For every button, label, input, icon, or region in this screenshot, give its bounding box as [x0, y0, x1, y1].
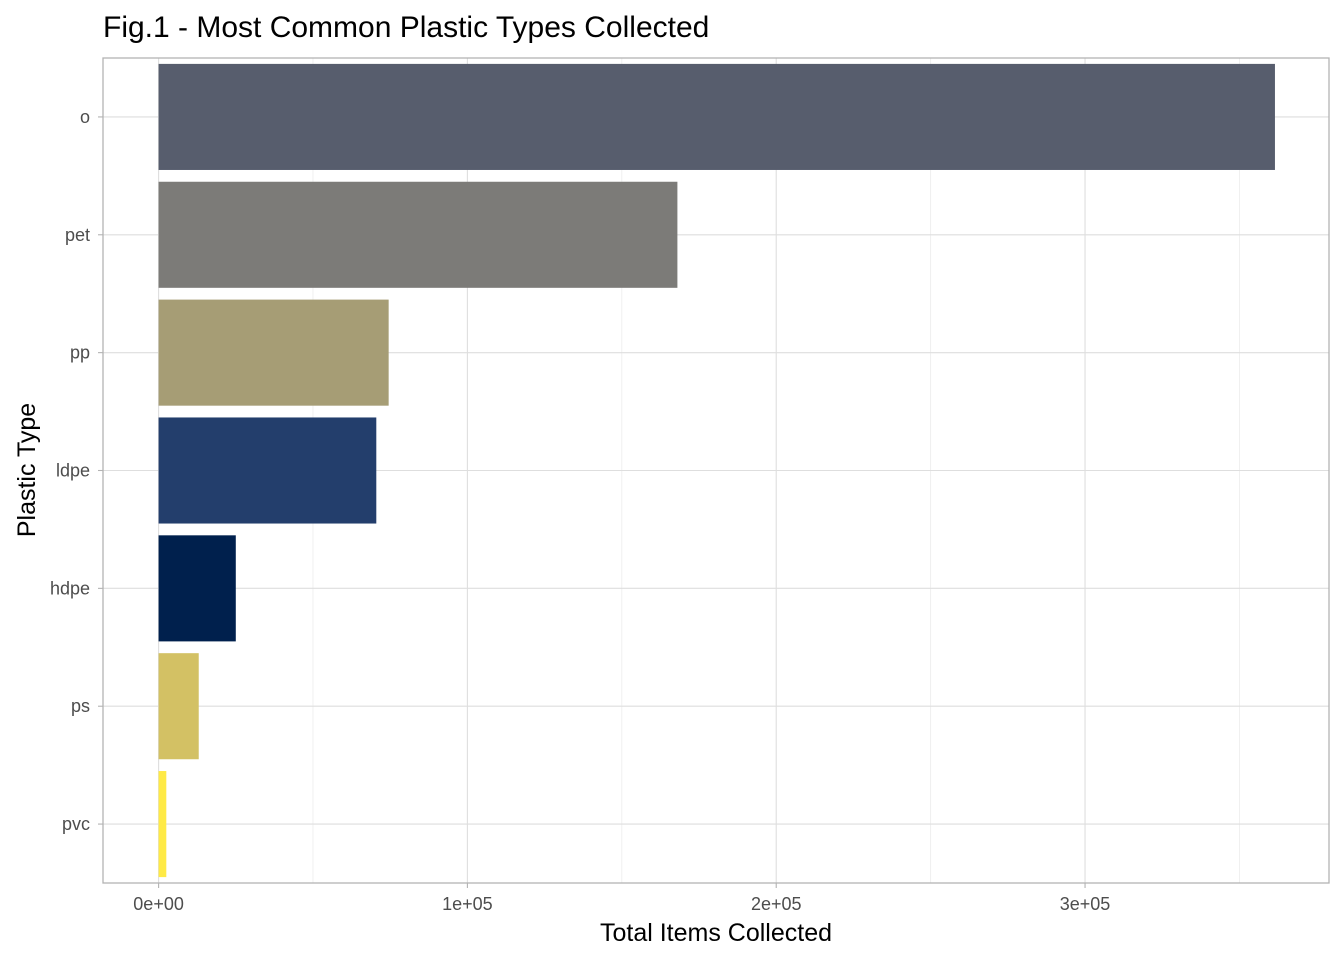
x-tick-label: 2e+05	[751, 894, 802, 914]
y-tick-label: ps	[71, 696, 90, 716]
bar-o	[158, 63, 1275, 170]
bar-pp	[158, 299, 389, 406]
x-tick-label: 3e+05	[1060, 894, 1111, 914]
y-tick-label: hdpe	[50, 578, 90, 598]
axis-ticks	[98, 116, 1086, 888]
y-tick-label: o	[80, 107, 90, 127]
bar-ps	[158, 653, 199, 760]
y-tick-label: pvc	[62, 814, 90, 834]
bar-pvc	[158, 771, 167, 878]
chart-title: Fig.1 - Most Common Plastic Types Collec…	[103, 11, 709, 44]
bars	[158, 63, 1275, 878]
bar-ldpe	[158, 417, 377, 524]
bar-hdpe	[158, 535, 236, 642]
tick-labels: 0e+00 1e+05 2e+05 3e+05 o pet pp ldpe hdpe ps pvc	[50, 107, 1110, 914]
y-tick-label: ldpe	[56, 461, 90, 481]
bar-pet	[158, 181, 678, 288]
x-axis-title: Total Items Collected	[600, 919, 832, 947]
y-tick-label: pp	[70, 343, 90, 363]
x-tick-label: 1e+05	[442, 894, 493, 914]
x-tick-label: 0e+00	[133, 894, 184, 914]
y-tick-label: pet	[65, 225, 90, 245]
y-axis-title: Plastic Type	[13, 403, 41, 537]
